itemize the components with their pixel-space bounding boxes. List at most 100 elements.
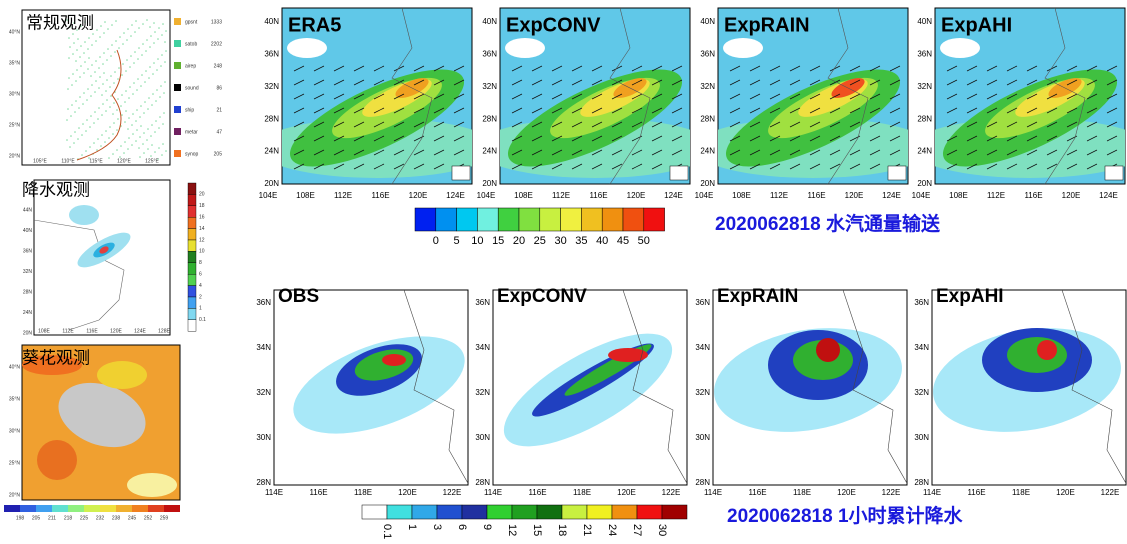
colorbar-box (187, 182, 197, 195)
flux-arrow (749, 93, 761, 100)
colorbar-label: 20 (513, 235, 525, 247)
colorbar-box (36, 505, 52, 512)
obs-dot (163, 92, 165, 94)
obs-dot (165, 50, 167, 52)
field (99, 246, 109, 254)
flux-arrow (986, 121, 998, 128)
obs-dot (71, 84, 73, 86)
colorbar-box (622, 207, 645, 232)
obs-dot (151, 124, 153, 126)
obs-dot (91, 84, 93, 86)
colorbar-box (611, 504, 638, 520)
obs-dot (165, 30, 167, 32)
lat-label: 24N (23, 310, 33, 316)
lat-label: 34N (475, 343, 490, 352)
obs-dot (88, 57, 90, 59)
flux-arrow (453, 135, 465, 142)
flux-arrow (1066, 107, 1078, 114)
flux-arrow (631, 79, 643, 86)
flux-arrow (651, 65, 663, 72)
flux-arrow (869, 163, 881, 170)
lon-label: 120E (627, 191, 646, 200)
panel-title: ExpRAIN (717, 286, 798, 307)
obs-dot (84, 61, 86, 63)
flux-arrow (889, 135, 901, 142)
flux-arrow (986, 107, 998, 114)
obs-dot (134, 51, 136, 53)
obs-dot (163, 112, 165, 114)
obs-dot (164, 41, 166, 43)
obs-dot (98, 67, 100, 69)
obs-dot (164, 81, 166, 83)
obs-dot (82, 123, 84, 125)
lon-label: 112E (552, 191, 570, 200)
field (505, 38, 545, 58)
colorbar-box (361, 504, 388, 520)
flux-arrow (293, 107, 305, 114)
obs-dot (117, 118, 119, 120)
obs-dot (90, 75, 92, 77)
obs-dot (86, 119, 88, 121)
lon-label: 104E (259, 191, 278, 200)
obs-dot (154, 131, 156, 133)
flux-arrow (986, 93, 998, 100)
obs-dot (164, 61, 166, 63)
map-area (66, 19, 167, 161)
flux-arrow (373, 163, 385, 170)
obs-dot (121, 114, 123, 116)
obs-dot (125, 70, 127, 72)
flux-arrow (849, 107, 861, 114)
lat-label: 20N (917, 179, 932, 188)
lon-label: 116E (371, 191, 389, 200)
flux-arrow (986, 79, 998, 86)
flux-arrow (373, 121, 385, 128)
map-area (503, 290, 687, 484)
obs-dot (83, 72, 85, 74)
obs-dot (102, 63, 104, 65)
colorbar-label: 252 (144, 515, 153, 521)
lon-label: 112E (334, 191, 352, 200)
flux-arrow (789, 93, 801, 100)
flux-arrow (849, 79, 861, 86)
obs-dot (130, 35, 132, 37)
legend-name: sound (185, 85, 199, 91)
flux-arrow (1106, 135, 1118, 142)
obs-dot (114, 51, 116, 53)
obs-dot (127, 28, 129, 30)
obs-dot (101, 114, 103, 116)
flux-arrow (433, 65, 445, 72)
flux-arrow (333, 65, 345, 72)
flux-arrow (393, 65, 405, 72)
lat-label: 20°N (9, 492, 21, 498)
legend-name: airep (185, 63, 196, 69)
colorbar-box (187, 262, 197, 275)
obs-dot (116, 129, 118, 131)
obs-dot (97, 118, 99, 120)
flux-arrow (571, 65, 583, 72)
flux-arrow (1066, 121, 1078, 128)
lon-label: 105°E (33, 158, 47, 164)
colorbar-box (20, 505, 36, 512)
obs-dot (135, 120, 137, 122)
lon-label: 124E (664, 191, 683, 200)
obs-dot (66, 119, 68, 121)
legend-count: 47 (216, 129, 222, 135)
lon-label: 120E (409, 191, 428, 200)
field (22, 355, 82, 375)
field (287, 38, 327, 58)
flux-arrow (1006, 93, 1018, 100)
lat-label: 40N (917, 17, 932, 26)
obs-dot (130, 55, 132, 57)
colorbar-box (116, 505, 132, 512)
flux-arrow (651, 93, 663, 100)
flux-arrow (453, 93, 465, 100)
colorbar-label: 198 (16, 515, 25, 521)
lat-label: 28N (700, 114, 715, 123)
obs-dot (118, 47, 120, 49)
obs-dot (141, 74, 143, 76)
obs-dot (153, 22, 155, 24)
obs-dot (128, 137, 130, 139)
flux-arrow (671, 65, 683, 72)
colorbar-label: 45 (617, 235, 629, 247)
flux-arrow (1006, 163, 1018, 170)
